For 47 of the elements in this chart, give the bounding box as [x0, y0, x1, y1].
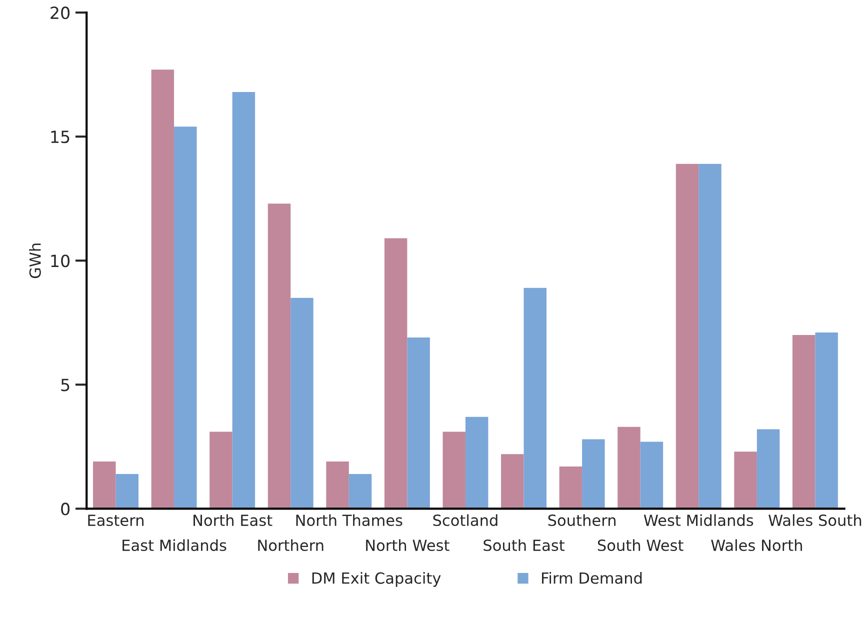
bar [290, 298, 314, 509]
bar [465, 416, 488, 509]
y-tick-label: 5 [61, 378, 70, 392]
x-tick-label: South East [484, 539, 565, 552]
bar [618, 426, 640, 509]
x-tick-label: Eastern [88, 514, 144, 526]
bar [210, 432, 232, 509]
x-tick-label: North West [366, 539, 450, 552]
bar [174, 126, 197, 509]
bar [792, 335, 816, 509]
bar [348, 474, 372, 509]
y-tick-label: 0 [61, 502, 70, 516]
x-tick-label: Wales South [768, 514, 862, 526]
x-tick-label: North East [194, 514, 272, 526]
bar [815, 332, 838, 509]
x-tick-label: Scotland [433, 514, 498, 526]
x-tick-label: Wales North [711, 539, 802, 552]
bar [501, 454, 524, 509]
bar [442, 432, 466, 509]
legend-label: DM Exit Capacity [312, 572, 441, 587]
x-tick-label: Southern [548, 514, 616, 526]
bar [151, 70, 174, 509]
x-tick-label: West Midlands [644, 514, 754, 526]
bar [698, 164, 722, 509]
bar [116, 474, 138, 509]
y-axis-title: GWh [29, 244, 41, 278]
bar [93, 462, 116, 509]
bar [676, 164, 699, 509]
bar [734, 452, 757, 509]
legend-label: Firm Demand [542, 572, 642, 584]
bar [582, 439, 605, 509]
x-tick-label: North Thames [296, 514, 402, 526]
y-tick-label: 20 [50, 6, 70, 20]
bar [559, 466, 582, 509]
bar [756, 429, 780, 509]
x-tick-label: East Midlands [122, 539, 226, 552]
bar [268, 204, 291, 509]
x-tick-label: Northern [258, 539, 324, 552]
bar [524, 288, 546, 509]
bar [640, 442, 664, 509]
bar [326, 462, 349, 509]
y-tick-label: 15 [51, 130, 70, 144]
bar [232, 92, 256, 509]
bar [384, 238, 408, 509]
bar [407, 338, 430, 509]
x-tick-label: South West [598, 539, 684, 552]
y-tick-label: 10 [51, 254, 70, 268]
